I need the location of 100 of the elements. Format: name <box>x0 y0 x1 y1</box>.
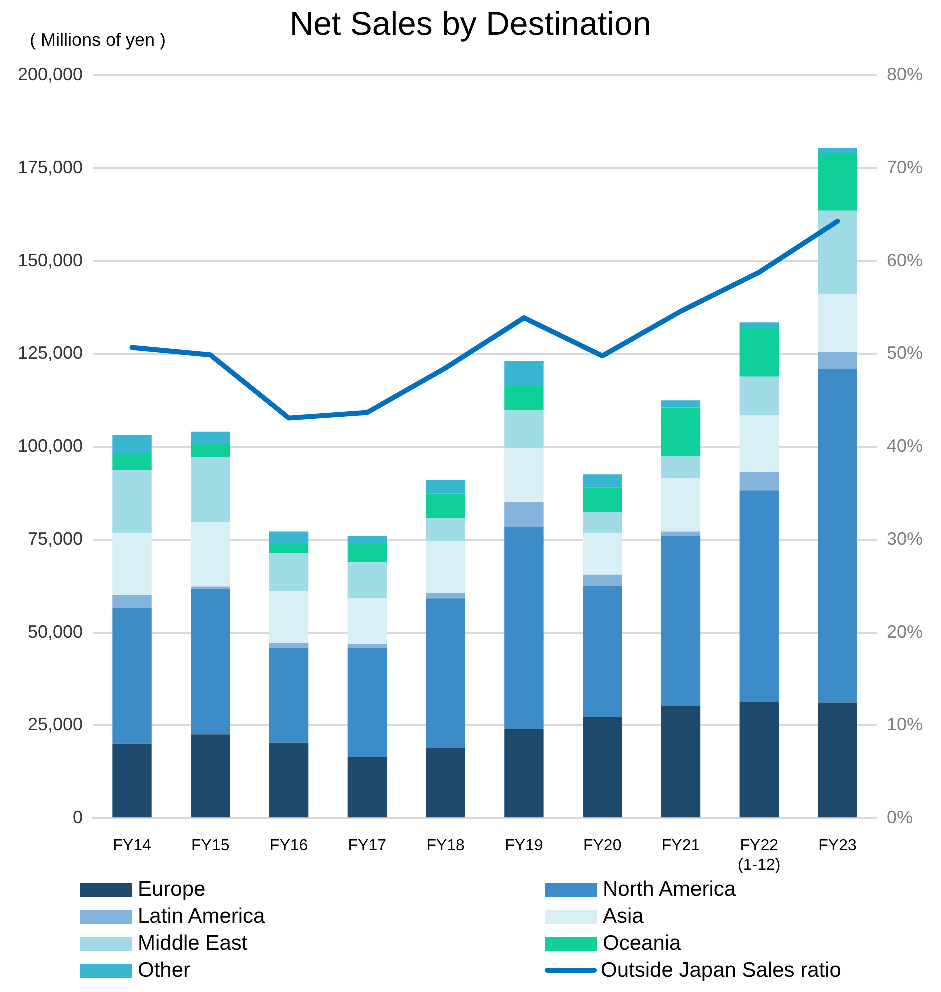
bar <box>661 400 701 408</box>
x-tick-label: FY18 <box>426 838 466 855</box>
bar <box>112 435 152 454</box>
y2-tick-label: 0% <box>886 808 913 828</box>
bar <box>504 410 544 449</box>
bar <box>740 322 779 328</box>
bar <box>504 729 544 818</box>
bar <box>348 757 388 818</box>
y-axis-title: ( Millions of yen ) <box>30 30 166 51</box>
bar <box>583 474 622 488</box>
bar <box>740 490 779 702</box>
y2-tick-label: 20% <box>886 622 924 642</box>
bar <box>661 408 701 457</box>
bar <box>740 416 779 472</box>
bar <box>504 386 544 411</box>
bar <box>740 376 779 416</box>
bar <box>348 544 388 563</box>
bar <box>269 643 309 648</box>
bar <box>504 527 544 730</box>
bar <box>818 369 858 703</box>
legend-label: Outside Japan Sales ratio <box>601 958 842 983</box>
x-tick-label: FY20 <box>583 838 622 855</box>
y2-tick-label: 50% <box>886 343 924 364</box>
y2-tick-label: 70% <box>886 157 924 178</box>
x-tick-label: FY15 <box>192 838 230 855</box>
bar <box>426 541 466 594</box>
bar <box>583 488 622 512</box>
legend-label: Middle East <box>138 931 248 956</box>
bar <box>112 594 152 608</box>
bar <box>818 210 858 295</box>
x-tick-label: FY22 (1-12) <box>738 838 781 874</box>
y-tick-label: 50,000 <box>28 622 84 642</box>
y-tick-label: 200,000 <box>18 64 84 85</box>
x-tick-label: FY14 <box>113 838 152 855</box>
y2-tick-label: 40% <box>886 436 924 456</box>
bar <box>191 734 230 818</box>
bar <box>426 593 466 599</box>
y-tick-label: 75,000 <box>28 528 84 549</box>
bar <box>191 444 230 458</box>
bar <box>426 748 466 818</box>
bar <box>269 592 309 644</box>
bar <box>112 470 152 534</box>
bar <box>348 536 388 544</box>
bar <box>504 448 544 502</box>
bar <box>348 598 388 644</box>
bar <box>661 478 701 532</box>
bar <box>348 648 388 758</box>
bar <box>348 644 388 648</box>
bar <box>583 574 622 586</box>
bar <box>818 148 858 154</box>
x-tick-label: FY16 <box>270 838 308 855</box>
legend-label: Other <box>138 958 191 983</box>
bar <box>269 552 309 592</box>
bar <box>269 532 309 544</box>
y-tick-label: 150,000 <box>18 250 84 270</box>
legend-label: Asia <box>603 904 644 929</box>
bar <box>426 518 466 542</box>
bar <box>661 536 701 706</box>
bar <box>818 352 858 370</box>
y2-tick-label: 60% <box>886 250 924 270</box>
chart-title: Net Sales by Destination <box>290 4 652 42</box>
bar <box>191 589 230 735</box>
legend-label: Oceania <box>603 931 682 956</box>
x-tick-label: FY17 <box>348 838 387 855</box>
bar <box>661 456 701 479</box>
bar <box>426 480 466 494</box>
y2-tick-label: 10% <box>886 714 924 735</box>
x-tick-label: FY23 <box>818 838 857 855</box>
bar <box>504 502 544 528</box>
bar <box>426 494 466 519</box>
bar <box>740 472 779 491</box>
bar <box>818 154 858 211</box>
y2-tick-label: 80% <box>886 64 924 85</box>
y-tick-label: 175,000 <box>18 157 84 178</box>
y-tick-label: 125,000 <box>18 343 84 364</box>
bar <box>191 522 230 587</box>
bar <box>112 534 152 595</box>
bar <box>112 608 152 744</box>
legend-label: North America <box>603 877 736 902</box>
legend-label: Europe <box>138 877 206 902</box>
bar <box>112 744 152 818</box>
bar <box>348 562 388 599</box>
x-tick-label: FY19 <box>505 838 544 855</box>
bar <box>818 702 858 818</box>
bar <box>583 586 622 718</box>
bar <box>191 586 230 590</box>
bar <box>191 432 230 444</box>
bar <box>583 717 622 818</box>
bar <box>191 457 230 523</box>
bar <box>818 294 858 352</box>
legend-label: Latin America <box>138 904 266 929</box>
bar <box>661 706 701 818</box>
y2-tick-label: 30% <box>886 528 924 549</box>
bar <box>740 702 779 818</box>
bar <box>583 534 622 575</box>
bar <box>269 544 309 553</box>
bar <box>583 512 622 534</box>
y-tick-label: 100,000 <box>18 436 84 456</box>
y-tick-label: 25,000 <box>28 714 84 735</box>
bar <box>426 598 466 748</box>
